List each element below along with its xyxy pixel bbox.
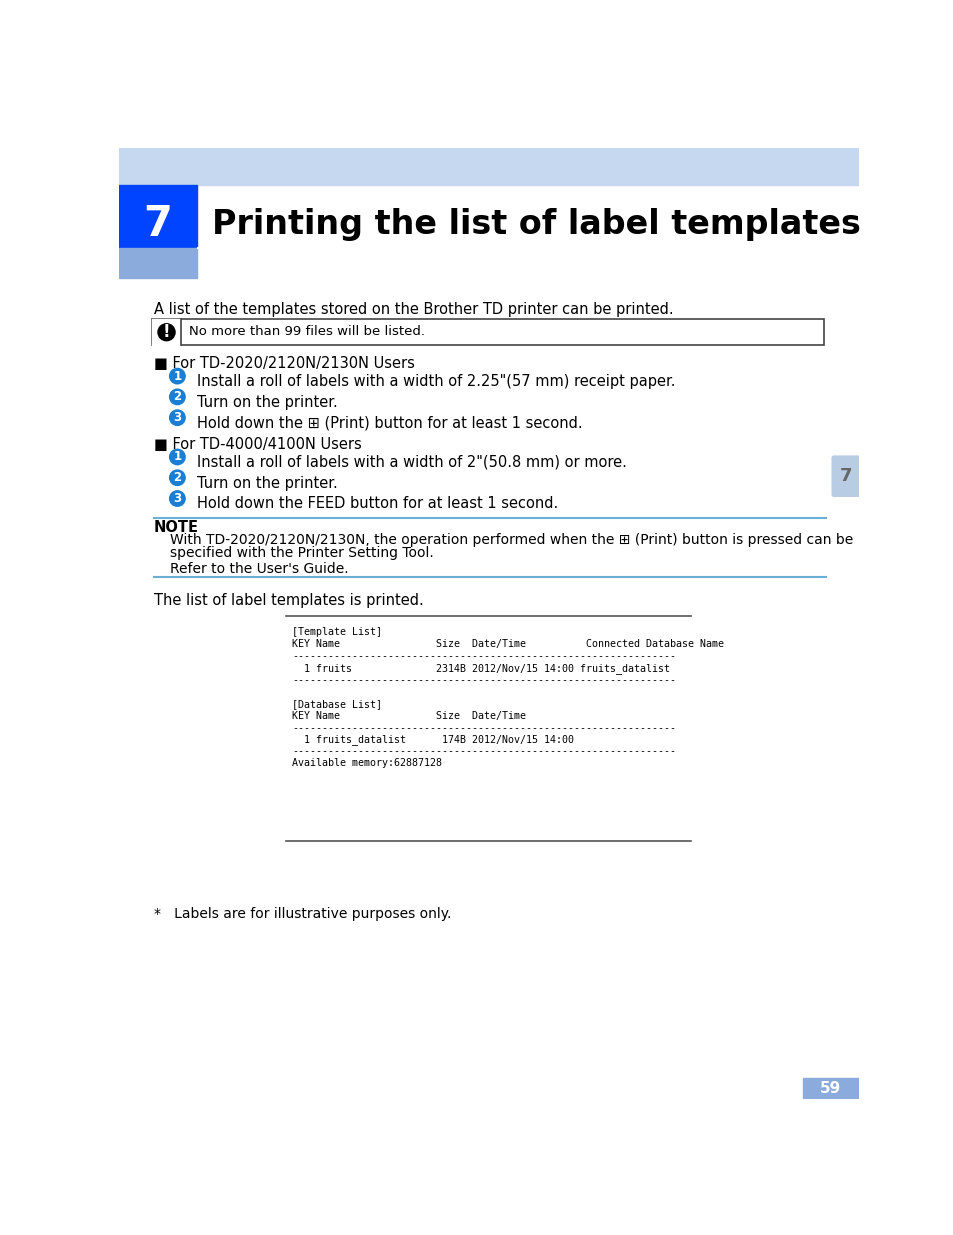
Text: 2: 2 [173, 390, 181, 404]
FancyBboxPatch shape [831, 456, 860, 496]
Text: [Template List]: [Template List] [292, 627, 381, 637]
Text: 3: 3 [173, 411, 181, 424]
Text: ■ For TD-4000/4100N Users: ■ For TD-4000/4100N Users [154, 437, 361, 452]
Circle shape [170, 490, 185, 506]
Bar [119, 278, 858, 1099]
Bar [119, 248, 196, 278]
Text: 1 fruits_datalist      174B 2012/Nov/15 14:00: 1 fruits_datalist 174B 2012/Nov/15 14:00 [292, 735, 574, 746]
Circle shape [170, 450, 185, 464]
Text: A list of the templates stored on the Brother TD printer can be printed.: A list of the templates stored on the Br… [154, 303, 673, 317]
Circle shape [158, 324, 174, 341]
Text: With TD-2020/2120N/2130N, the operation performed when the ⊞ (Print) button is p: With TD-2020/2120N/2130N, the operation … [170, 534, 852, 547]
Text: Hold down the FEED button for at least 1 second.: Hold down the FEED button for at least 1… [196, 496, 558, 511]
Text: Install a roll of labels with a width of 2"(50.8 mm) or more.: Install a roll of labels with a width of… [196, 454, 626, 469]
Text: ----------------------------------------------------------------: ----------------------------------------… [292, 746, 676, 757]
Text: Turn on the printer.: Turn on the printer. [196, 475, 337, 490]
Text: ■ For TD-2020/2120N/2130N Users: ■ For TD-2020/2120N/2130N Users [154, 356, 415, 370]
Text: 1 fruits              2314B 2012/Nov/15 14:00 fruits_datalist: 1 fruits 2314B 2012/Nov/15 14:00 fruits_… [292, 663, 669, 674]
Text: ----------------------------------------------------------------: ----------------------------------------… [292, 651, 676, 661]
Text: !: ! [163, 324, 171, 341]
Bar [802, 1078, 858, 1099]
Text: Hold down the ⊞ (Print) button for at least 1 second.: Hold down the ⊞ (Print) button for at le… [196, 416, 581, 431]
Text: NOTE: NOTE [154, 520, 199, 535]
Text: The list of label templates is printed.: The list of label templates is printed. [154, 593, 423, 609]
Text: 7: 7 [143, 204, 172, 246]
Text: ----------------------------------------------------------------: ----------------------------------------… [292, 674, 676, 685]
Bar [119, 185, 196, 248]
Text: [Database List]: [Database List] [292, 699, 381, 709]
Text: Install a roll of labels with a width of 2.25"(57 mm) receipt paper.: Install a roll of labels with a width of… [196, 374, 675, 389]
Bar [119, 148, 858, 185]
Text: Available memory:62887128: Available memory:62887128 [292, 758, 441, 768]
Text: 1: 1 [173, 451, 181, 463]
Text: KEY Name                Size  Date/Time: KEY Name Size Date/Time [292, 710, 525, 721]
Text: 1: 1 [173, 369, 181, 383]
FancyBboxPatch shape [152, 319, 823, 346]
Text: 7: 7 [839, 467, 852, 485]
Text: *   Labels are for illustrative purposes only.: * Labels are for illustrative purposes o… [154, 906, 451, 920]
Text: Refer to the User's Guide.: Refer to the User's Guide. [170, 562, 348, 576]
Text: ----------------------------------------------------------------: ----------------------------------------… [292, 722, 676, 732]
Text: No more than 99 files will be listed.: No more than 99 files will be listed. [189, 325, 424, 338]
Circle shape [170, 471, 185, 485]
Text: Printing the list of label templates: Printing the list of label templates [212, 207, 861, 241]
Circle shape [170, 389, 185, 405]
Bar [196, 247, 858, 248]
Circle shape [170, 368, 185, 384]
Text: KEY Name                Size  Date/Time          Connected Database Name: KEY Name Size Date/Time Connected Databa… [292, 638, 723, 650]
Text: 59: 59 [820, 1081, 841, 1095]
Bar [152, 319, 179, 346]
Text: Turn on the printer.: Turn on the printer. [196, 395, 337, 410]
Text: 3: 3 [173, 492, 181, 505]
Circle shape [170, 410, 185, 425]
Text: specified with the Printer Setting Tool.: specified with the Printer Setting Tool. [170, 546, 433, 559]
Text: 2: 2 [173, 472, 181, 484]
